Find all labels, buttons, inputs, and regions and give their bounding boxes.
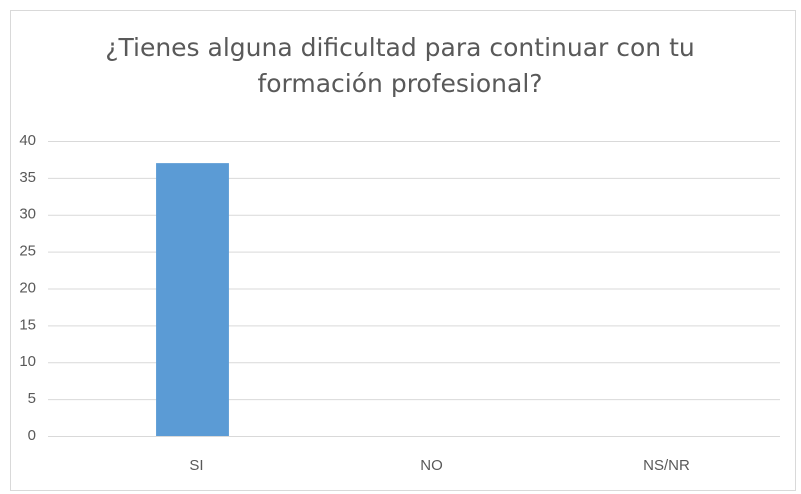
y-tick-label: 25 <box>19 243 36 260</box>
y-tick-label: 20 <box>19 279 36 296</box>
y-tick-label: 5 <box>28 390 36 407</box>
y-tick-label: 40 <box>19 132 36 149</box>
y-tick-label: 15 <box>19 316 36 333</box>
x-tick-label: SI <box>189 457 203 474</box>
y-tick-label: 30 <box>19 206 36 223</box>
bar <box>156 163 229 436</box>
y-tick-label: 0 <box>28 427 36 444</box>
x-tick-label: NS/NR <box>643 457 690 474</box>
y-tick-label: 10 <box>19 353 36 370</box>
y-tick-label: 35 <box>19 169 36 186</box>
chart-border <box>10 10 796 491</box>
chart-title: ¿Tienes alguna dificultad para continuar… <box>105 33 695 98</box>
x-tick-label: NO <box>420 457 443 474</box>
